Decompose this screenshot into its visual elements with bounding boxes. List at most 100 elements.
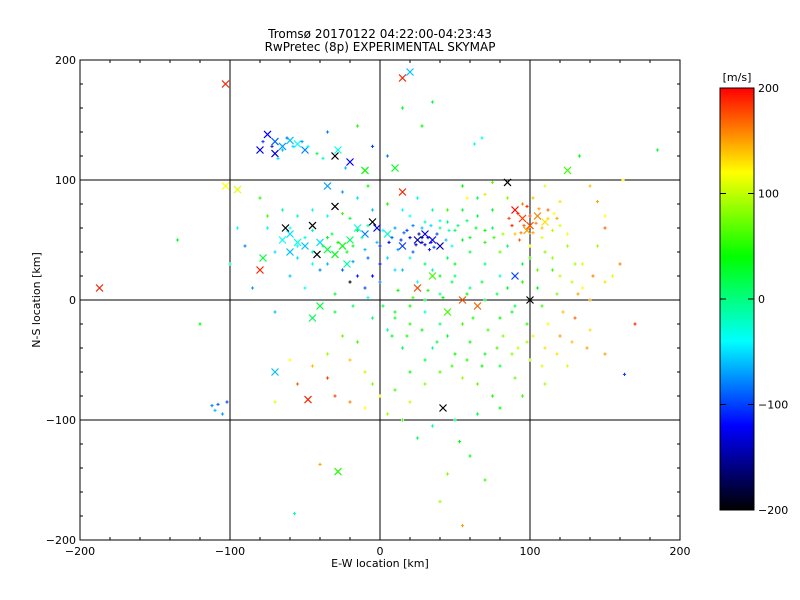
data-point-plus-marker — [550, 228, 555, 232]
data-point-plus-marker — [423, 220, 427, 224]
data-point-plus-marker — [603, 280, 607, 284]
data-point-plus-marker — [453, 352, 457, 356]
data-point-plus-marker — [310, 208, 315, 212]
data-point-x-marker — [523, 226, 531, 235]
data-point-plus-marker — [475, 196, 480, 200]
data-point-plus-marker — [585, 346, 589, 350]
data-point-plus-marker — [426, 288, 430, 292]
data-point-plus-marker — [480, 136, 484, 140]
data-point-plus-marker — [387, 240, 391, 244]
data-point-x-marker — [541, 218, 549, 226]
data-point-x-marker — [436, 242, 444, 250]
data-point-plus-marker — [366, 224, 370, 228]
data-point-plus-marker — [561, 310, 565, 314]
data-point-x-marker — [413, 284, 422, 292]
data-point-plus-marker — [390, 236, 394, 240]
data-point-plus-marker — [330, 232, 334, 236]
data-point-plus-marker — [265, 214, 270, 218]
data-point-x-marker — [406, 68, 414, 76]
data-point-x-marker — [293, 238, 302, 247]
data-point-plus-marker — [399, 238, 403, 242]
data-point-plus-marker — [280, 208, 285, 212]
data-point-x-marker — [271, 368, 279, 376]
data-points — [95, 68, 660, 528]
data-point-x-marker — [331, 202, 339, 211]
data-point-plus-marker — [243, 244, 247, 248]
data-point-plus-marker — [438, 274, 442, 278]
data-point-plus-marker — [580, 262, 585, 266]
data-point-plus-marker — [261, 140, 265, 144]
data-point-plus-marker — [483, 262, 487, 266]
data-point-plus-marker — [468, 454, 472, 458]
data-point-x-marker — [511, 206, 519, 214]
data-point-plus-marker — [345, 250, 349, 254]
data-point-plus-marker — [385, 412, 390, 416]
data-point-plus-marker — [546, 208, 550, 212]
data-point-plus-marker — [378, 394, 382, 398]
data-point-plus-marker — [400, 268, 405, 272]
data-point-plus-marker — [420, 240, 424, 244]
data-point-plus-marker — [325, 236, 330, 240]
data-point-plus-marker — [385, 154, 390, 158]
data-point-plus-marker — [408, 370, 412, 374]
data-point-plus-marker — [378, 262, 382, 266]
data-point-plus-marker — [340, 212, 345, 216]
data-point-plus-marker — [483, 228, 487, 232]
data-point-plus-marker — [318, 268, 322, 272]
data-point-plus-marker — [460, 376, 465, 380]
data-point-plus-marker — [438, 322, 442, 326]
data-point-plus-marker — [343, 166, 348, 170]
data-point-x-marker — [304, 395, 312, 404]
data-point-plus-marker — [468, 340, 472, 344]
data-point-plus-marker — [460, 184, 465, 188]
data-point-plus-marker — [490, 180, 495, 184]
data-point-plus-marker — [355, 340, 360, 344]
data-point-plus-marker — [510, 224, 514, 228]
data-point-plus-marker — [565, 244, 570, 248]
data-point-plus-marker — [381, 304, 385, 308]
colorbar-label: [m/s] — [723, 71, 752, 84]
data-point-plus-marker — [591, 274, 595, 278]
data-point-plus-marker — [438, 292, 442, 296]
data-point-plus-marker — [465, 292, 469, 296]
data-point-plus-marker — [453, 418, 457, 422]
data-point-plus-marker — [520, 202, 525, 206]
data-point-plus-marker — [411, 296, 415, 300]
data-point-plus-marker — [445, 220, 450, 224]
data-point-x-marker — [301, 146, 309, 154]
data-point-plus-marker — [420, 236, 424, 240]
data-point-plus-marker — [348, 216, 352, 220]
data-point-plus-marker — [474, 226, 478, 230]
data-point-plus-marker — [423, 298, 427, 302]
data-point-plus-marker — [528, 358, 532, 362]
data-point-plus-marker — [423, 358, 427, 362]
data-point-plus-marker — [265, 226, 270, 230]
y-tick-label: 200 — [55, 54, 76, 67]
data-point-plus-marker — [483, 192, 487, 196]
data-point-x-marker — [361, 230, 369, 238]
data-point-plus-marker — [258, 196, 262, 200]
data-point-plus-marker — [250, 286, 255, 290]
data-point-plus-marker — [351, 260, 355, 264]
data-point-plus-marker — [495, 346, 499, 350]
data-point-plus-marker — [558, 274, 562, 278]
data-point-x-marker — [278, 236, 287, 244]
data-point-plus-marker — [540, 304, 544, 308]
data-point-plus-marker — [483, 298, 487, 302]
data-point-plus-marker — [519, 231, 523, 235]
data-point-plus-marker — [505, 244, 510, 248]
data-point-plus-marker — [550, 268, 555, 272]
data-point-plus-marker — [535, 268, 540, 272]
data-point-plus-marker — [370, 208, 375, 212]
data-point-plus-marker — [621, 178, 625, 182]
data-point-plus-marker — [540, 226, 544, 230]
data-point-plus-marker — [426, 236, 430, 240]
x-tick-label: 100 — [520, 545, 541, 558]
data-point-plus-marker — [528, 214, 532, 218]
data-point-plus-marker — [405, 334, 409, 338]
data-point-plus-marker — [423, 310, 427, 314]
data-point-plus-marker — [430, 424, 435, 428]
data-point-x-marker — [421, 230, 429, 238]
data-point-plus-marker — [507, 216, 511, 220]
data-point-plus-marker — [355, 196, 360, 200]
